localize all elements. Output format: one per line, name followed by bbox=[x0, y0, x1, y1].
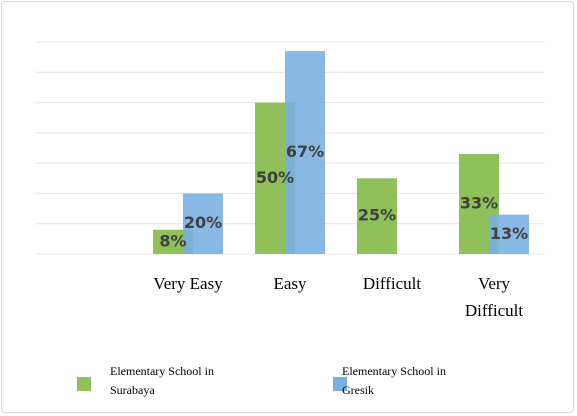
bar bbox=[285, 51, 325, 255]
data-label: 13% bbox=[490, 224, 528, 243]
data-label: 8% bbox=[159, 231, 186, 250]
legend-swatch bbox=[333, 377, 347, 391]
data-label: 50% bbox=[256, 168, 294, 187]
x-tick-label: Very Difficult bbox=[464, 274, 524, 320]
legend-label: Elementary School in Gresik bbox=[342, 364, 446, 397]
data-label: 67% bbox=[286, 142, 324, 161]
legend-swatch bbox=[77, 377, 91, 391]
bar bbox=[183, 193, 223, 254]
legend-label: Elementary School in Surabaya bbox=[110, 364, 214, 397]
data-label: 20% bbox=[184, 213, 222, 232]
x-tick-label: Easy bbox=[273, 274, 307, 293]
x-tick-label: Difficult bbox=[362, 274, 422, 293]
bar bbox=[489, 214, 529, 254]
data-label: 33% bbox=[460, 194, 498, 213]
x-tick-label: Very Easy bbox=[153, 274, 223, 293]
bar bbox=[357, 178, 397, 254]
data-label: 25% bbox=[358, 206, 396, 225]
